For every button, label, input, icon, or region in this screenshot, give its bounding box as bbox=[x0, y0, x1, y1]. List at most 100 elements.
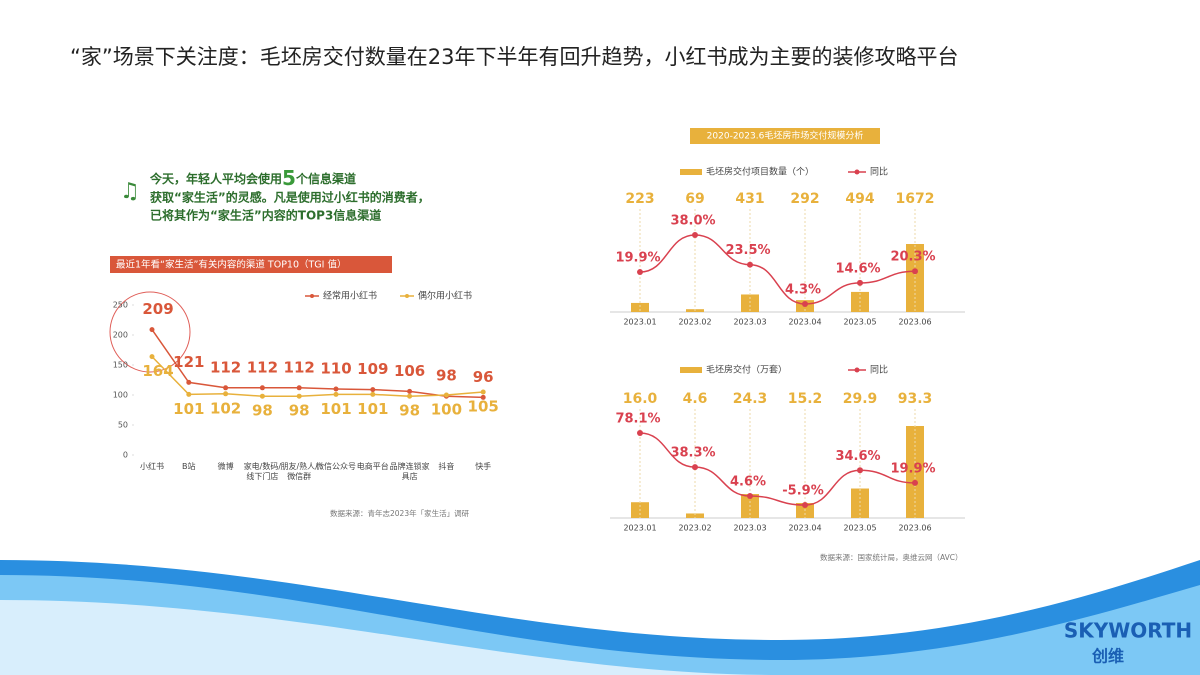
point bbox=[857, 279, 863, 286]
data-label: 164 bbox=[142, 362, 173, 380]
data-label: 23.5% bbox=[725, 243, 770, 258]
point bbox=[912, 479, 918, 486]
data-label: 24.3 bbox=[733, 391, 768, 407]
point bbox=[370, 391, 376, 397]
bar bbox=[631, 302, 649, 312]
data-label: 4.3% bbox=[785, 283, 821, 298]
data-label: 100 bbox=[431, 401, 462, 419]
data-label: 20.3% bbox=[890, 250, 935, 265]
x-tick-label: 家电/数码/线下门店 bbox=[243, 462, 282, 481]
data-label: 101 bbox=[357, 400, 388, 418]
point bbox=[223, 385, 229, 391]
y-tick-label: 200 bbox=[113, 331, 128, 340]
bar bbox=[906, 426, 924, 518]
slide-title: “家”场景下关注度：毛坯房交付数量在23年下半年有回升趋势，小红书成为主要的装修… bbox=[70, 45, 958, 69]
legend-swatch bbox=[680, 367, 702, 373]
x-tick-label: 2023.01 bbox=[623, 524, 656, 533]
x-tick-label: 朋友/熟人/微信群 bbox=[280, 462, 318, 481]
data-label: 16.0 bbox=[623, 391, 658, 407]
x-tick-label: 小红书 bbox=[140, 462, 164, 471]
chart-title: 最近1年看“家生活”有关内容的渠道 TOP10（TGI 值） bbox=[116, 259, 347, 271]
data-label: 38.3% bbox=[670, 446, 715, 461]
x-tick-label: 2023.04 bbox=[788, 318, 821, 327]
data-label: 110 bbox=[320, 360, 351, 378]
data-label: 431 bbox=[735, 191, 764, 207]
logo: 创维 bbox=[1091, 647, 1124, 666]
x-tick-label: 品牌连锁家具店 bbox=[389, 462, 430, 481]
intro-text: 今天，年轻人平均会使用 bbox=[149, 171, 282, 186]
point bbox=[480, 394, 486, 400]
data-label: -5.9% bbox=[782, 484, 823, 499]
point bbox=[747, 493, 753, 499]
series-line bbox=[151, 329, 484, 399]
x-tick-label: 2023.02 bbox=[678, 524, 711, 533]
data-label: 102 bbox=[210, 399, 241, 417]
x-tick-label: 微博 bbox=[217, 462, 234, 471]
point bbox=[407, 393, 413, 399]
legend-swatch bbox=[854, 169, 860, 175]
x-tick-label: 2023.02 bbox=[678, 318, 711, 327]
intro-line: 获取“家生活”的灵感。凡是使用过小红书的消费者， bbox=[149, 190, 430, 205]
header-bar bbox=[690, 128, 880, 144]
data-label: 112 bbox=[247, 358, 278, 376]
data-label: 209 bbox=[142, 300, 173, 318]
y-tick-label: 50 bbox=[118, 421, 128, 430]
data-label: 101 bbox=[173, 400, 204, 418]
chart-title: 2020-2023.6毛坯房市场交付规模分析 bbox=[707, 130, 864, 142]
intro-line: 已将其作为“家生活”内容的TOP3信息渠道 bbox=[150, 208, 381, 223]
bar bbox=[741, 294, 759, 312]
point bbox=[186, 391, 192, 397]
legend-swatch bbox=[310, 294, 314, 298]
point bbox=[259, 385, 265, 391]
point bbox=[912, 268, 918, 275]
x-tick-label: 2023.04 bbox=[788, 524, 821, 533]
x-tick-label: 2023.03 bbox=[733, 524, 766, 533]
x-tick-label: 2023.05 bbox=[843, 318, 876, 327]
swoosh bbox=[0, 600, 780, 675]
point bbox=[802, 502, 808, 508]
source: 数据来源：青年志2023年「家生活」调研 bbox=[330, 508, 470, 518]
legend-label: 同比 bbox=[870, 364, 888, 376]
icon: ♫ bbox=[120, 179, 140, 204]
x-tick-label: 2023.01 bbox=[623, 318, 656, 327]
data-label: 98 bbox=[289, 402, 310, 420]
series-line bbox=[639, 432, 916, 506]
point bbox=[149, 327, 155, 333]
data-label: 93.3 bbox=[898, 391, 933, 407]
point bbox=[637, 269, 643, 276]
legend-swatch bbox=[405, 294, 409, 298]
x-tick-label: 快手 bbox=[475, 462, 492, 471]
point bbox=[259, 393, 265, 399]
y-tick-label: 0 bbox=[123, 451, 128, 460]
data-label: 15.2 bbox=[788, 391, 823, 407]
bar bbox=[686, 513, 704, 518]
intro-line: 今天，年轻人平均会使用5个信息渠道 bbox=[149, 166, 356, 190]
data-label: 69 bbox=[685, 191, 704, 207]
x-tick-label: 抖音 bbox=[438, 462, 455, 471]
x-tick-label: 2023.05 bbox=[843, 524, 876, 533]
header-bar bbox=[110, 256, 392, 273]
data-label: 223 bbox=[625, 191, 654, 207]
legend-label: 同比 bbox=[870, 166, 888, 178]
series-line bbox=[151, 356, 484, 397]
x-tick-label: 2023.06 bbox=[898, 524, 931, 533]
legend-label: 经常用小红书 bbox=[323, 290, 377, 302]
data-label: 101 bbox=[320, 400, 351, 418]
legend-label: 毛坯房交付（万套） bbox=[706, 364, 787, 376]
data-label: 29.9 bbox=[843, 391, 878, 407]
y-tick-label: 150 bbox=[113, 361, 128, 370]
point bbox=[333, 391, 339, 397]
x-tick-label: 2023.06 bbox=[898, 318, 931, 327]
x-tick-label: B站 bbox=[182, 462, 196, 471]
point bbox=[637, 430, 643, 436]
logo: SKYWORTH bbox=[1064, 619, 1192, 643]
intro-text: 个信息渠道 bbox=[295, 171, 356, 186]
data-label: 105 bbox=[468, 398, 499, 416]
data-label: 98 bbox=[436, 367, 457, 385]
source: 数据来源：国家统计局，奥维云网（AVC） bbox=[820, 552, 963, 562]
point bbox=[370, 387, 376, 393]
point bbox=[296, 393, 302, 399]
highlight-circle bbox=[109, 291, 191, 373]
y-tick-label: 100 bbox=[113, 391, 128, 400]
